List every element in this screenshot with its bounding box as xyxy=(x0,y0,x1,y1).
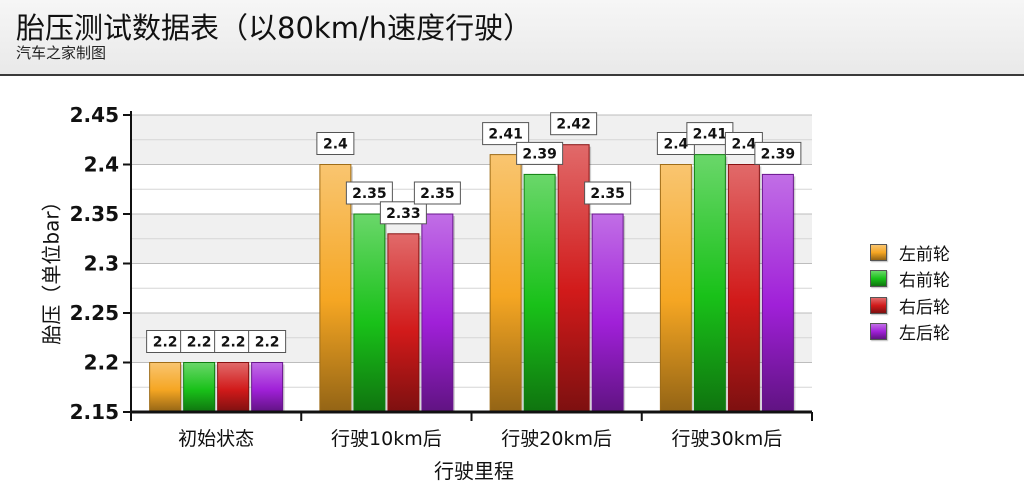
chart-title: 胎压测试数据表（以80km/h速度行驶） xyxy=(16,11,533,45)
data-label-box xyxy=(482,122,530,146)
y-axis-label: 胎压（单位bar） xyxy=(39,191,64,345)
data-label: 2.39 xyxy=(522,146,557,162)
bar xyxy=(183,362,216,413)
data-label: 2.42 xyxy=(556,117,591,133)
legend: 左前轮右前轮右后轮左后轮 xyxy=(870,239,950,345)
bar xyxy=(217,362,250,413)
data-label: 2.39 xyxy=(761,146,796,162)
bar xyxy=(421,213,454,413)
bar xyxy=(251,362,284,413)
legend-swatch xyxy=(870,323,887,341)
y-tick-label: 2.25 xyxy=(70,301,119,325)
x-tick-label: 行驶20km后 xyxy=(501,428,612,450)
y-tick-label: 2.15 xyxy=(70,400,119,424)
data-label-box xyxy=(413,181,461,205)
bar xyxy=(523,173,556,413)
data-labels: 2.2 2.2 2.2 2.2 2.4 2.35 2.33 2.35 2.41 2.39 2.42 2… xyxy=(146,112,802,353)
chart-header: 胎压测试数据表（以80km/h速度行驶） 汽车之家制图 xyxy=(0,0,1024,76)
x-tick-label: 行驶10km后 xyxy=(331,428,442,450)
data-label-box xyxy=(584,181,632,205)
data-label: 2.2 xyxy=(153,335,178,351)
bar xyxy=(489,154,522,413)
data-label-box xyxy=(316,132,355,155)
bar xyxy=(353,213,386,413)
bar xyxy=(727,164,760,413)
data-label-box xyxy=(248,330,287,353)
axes: 2.15 2.2 2.25 2.3 2.35 2.4 2.45 初始状态 行驶10km后 行驶20… xyxy=(70,103,813,450)
data-label: 2.4 xyxy=(323,137,348,153)
data-label-box xyxy=(516,141,564,165)
data-label: 2.4 xyxy=(663,137,688,153)
bar xyxy=(659,164,692,413)
bar xyxy=(319,164,352,413)
data-label: 2.2 xyxy=(255,335,280,351)
bar xyxy=(149,362,182,413)
legend-label: 右后轮 xyxy=(899,297,950,318)
data-label-box xyxy=(379,201,427,225)
y-tick-label: 2.35 xyxy=(70,202,119,226)
data-label: 2.2 xyxy=(187,335,212,351)
legend-label: 左后轮 xyxy=(899,324,950,345)
bar xyxy=(387,233,420,413)
legend-label: 左前轮 xyxy=(899,244,950,265)
x-axis-label: 行驶里程 xyxy=(434,459,514,483)
data-label-box xyxy=(345,181,393,205)
y-tick-label: 2.2 xyxy=(84,351,119,375)
data-label: 2.4 xyxy=(731,137,756,153)
legend-item: 左前轮 xyxy=(870,239,950,266)
y-tick-label: 2.3 xyxy=(84,252,119,276)
data-label: 2.35 xyxy=(590,186,625,202)
data-label: 2.2 xyxy=(221,335,246,351)
data-label: 2.35 xyxy=(420,186,455,202)
data-label: 2.33 xyxy=(386,206,421,222)
y-tick-label: 2.4 xyxy=(84,153,119,177)
y-tick-label: 2.45 xyxy=(70,103,119,127)
bar xyxy=(591,213,624,413)
bar xyxy=(693,154,726,413)
data-label-box xyxy=(550,112,598,136)
x-tick-label: 初始状态 xyxy=(178,428,254,450)
legend-item: 右前轮 xyxy=(870,266,950,293)
chart-subtitle: 汽车之家制图 xyxy=(16,44,107,62)
x-tick-label: 行驶30km后 xyxy=(672,428,783,450)
bar xyxy=(557,144,590,413)
legend-item: 右后轮 xyxy=(870,292,950,319)
bar xyxy=(761,173,794,413)
legend-item: 左后轮 xyxy=(870,319,950,346)
data-label: 2.35 xyxy=(352,186,387,202)
data-label: 2.41 xyxy=(488,127,523,143)
legend-swatch xyxy=(870,296,887,314)
data-label-box xyxy=(754,141,802,165)
legend-label: 右前轮 xyxy=(899,271,950,292)
legend-swatch xyxy=(870,243,887,261)
bars xyxy=(149,144,796,413)
legend-swatch xyxy=(870,270,887,288)
data-label: 2.41 xyxy=(693,127,728,143)
